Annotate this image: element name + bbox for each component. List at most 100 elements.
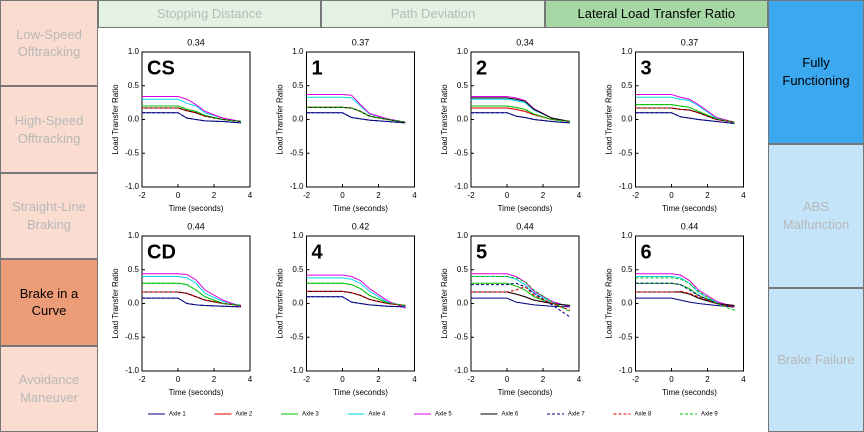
series-line [471,105,571,123]
scenario-button[interactable]: Low-Speed Offtracking [0,0,98,87]
y-tick-label: -0.5 [454,332,468,341]
metric-tab[interactable]: Lateral Load Transfer Ratio [544,0,768,28]
series-line [471,282,571,318]
y-tick-label: 0.5 [621,265,633,274]
y-tick-label: -0.5 [125,148,139,157]
chart-title: 0.44 [681,221,699,231]
y-tick-label: -1.0 [125,182,139,191]
y-axis-label: Load Transfer Ratio [276,268,285,339]
legend-label: Axle 3 [302,412,319,418]
x-tick-label: 2 [541,375,546,384]
x-axis-label: Time (seconds) [333,388,388,397]
x-tick-label: -2 [467,191,475,200]
series-line [142,107,242,123]
y-tick-label: -0.5 [454,148,468,157]
y-tick-label: -1.0 [619,366,633,375]
x-tick-label: -2 [138,375,146,384]
x-tick-label: 4 [412,191,417,200]
series-line [142,112,242,124]
condition-button[interactable]: ABS Malfunction [768,144,864,288]
x-tick-label: -2 [138,191,146,200]
y-tick-label: -1.0 [454,182,468,191]
y-tick-label: 1.0 [457,47,469,56]
legend-label: Axle 1 [169,412,186,418]
series-line [635,282,735,309]
series-line [306,274,406,309]
legend-label: Axle 7 [568,412,585,418]
y-tick-label: 1.0 [621,47,633,56]
x-tick-label: 2 [376,191,381,200]
y-axis-label: Load Transfer Ratio [111,268,120,339]
chart-title: 0.34 [187,37,205,47]
x-axis-label: Time (seconds) [662,388,717,397]
y-tick-label: 1.0 [292,47,304,56]
y-tick-label: -0.5 [619,148,633,157]
y-tick-label: -0.5 [619,332,633,341]
scenario-button[interactable]: Brake in a Curve [0,259,98,346]
series-line [471,112,571,124]
series-line [471,97,571,123]
scenario-button[interactable]: High-Speed Offtracking [0,86,98,173]
series-line [635,96,735,123]
series-line [471,297,571,308]
series-line [635,277,735,311]
y-tick-label: 0.0 [128,299,140,308]
scenario-button[interactable]: Avoidance Maneuver [0,345,98,432]
y-tick-label: 0.5 [621,81,633,90]
series-line [635,276,735,308]
panel-label: 3 [641,57,652,79]
series-line [471,286,571,311]
series-line [306,290,406,307]
series-line [635,273,735,308]
condition-button[interactable]: Brake Failure [768,288,864,432]
x-tick-label: 4 [741,191,746,200]
x-tick-label: 0 [505,375,510,384]
y-tick-label: -1.0 [290,182,304,191]
y-tick-label: 1.0 [128,231,140,240]
y-axis-label: Load Transfer Ratio [276,84,285,155]
y-tick-label: -0.5 [290,148,304,157]
y-tick-label: -0.5 [290,332,304,341]
legend-label: Axle 2 [236,412,253,418]
series-line [471,276,571,313]
series-line [635,112,735,125]
panel-label: 1 [312,57,323,79]
x-tick-label: -2 [632,375,640,384]
x-tick-label: 2 [705,191,710,200]
series-line [142,96,242,123]
x-tick-label: 0 [340,191,345,200]
y-tick-label: 0.0 [457,299,469,308]
x-tick-label: 4 [412,375,417,384]
y-tick-label: 1.0 [128,47,140,56]
plot-area [635,235,744,372]
metric-tab[interactable]: Stopping Distance [98,0,322,28]
scenario-button[interactable]: Straight-Line Braking [0,172,98,260]
x-tick-label: 4 [577,191,582,200]
x-tick-label: 4 [248,191,253,200]
chart-title: 0.37 [352,37,370,47]
x-axis-label: Time (seconds) [169,204,224,213]
x-tick-label: 0 [669,191,674,200]
plot-area [470,51,580,188]
legend-label: Axle 6 [502,412,519,418]
y-tick-label: 0.5 [457,265,469,274]
legend-label: Axle 5 [435,412,452,418]
metric-tab[interactable]: Path Deviation [321,0,545,28]
legend-label: Axle 8 [635,412,652,418]
x-tick-label: 0 [176,375,181,384]
x-tick-label: -2 [303,375,311,384]
condition-button[interactable]: Fully Functioning [768,0,864,144]
x-tick-label: 4 [248,375,253,384]
y-tick-label: 0.0 [621,115,633,124]
y-tick-label: 0.0 [457,115,469,124]
series-line [306,94,406,123]
x-tick-label: 0 [505,191,510,200]
x-tick-label: 4 [577,375,582,384]
x-tick-label: 4 [741,375,746,384]
y-tick-label: 0.0 [621,299,633,308]
y-axis-label: Load Transfer Ratio [440,268,449,339]
y-axis-label: Load Transfer Ratio [440,84,449,155]
panel-label: CD [147,241,176,263]
x-tick-label: 0 [669,375,674,384]
